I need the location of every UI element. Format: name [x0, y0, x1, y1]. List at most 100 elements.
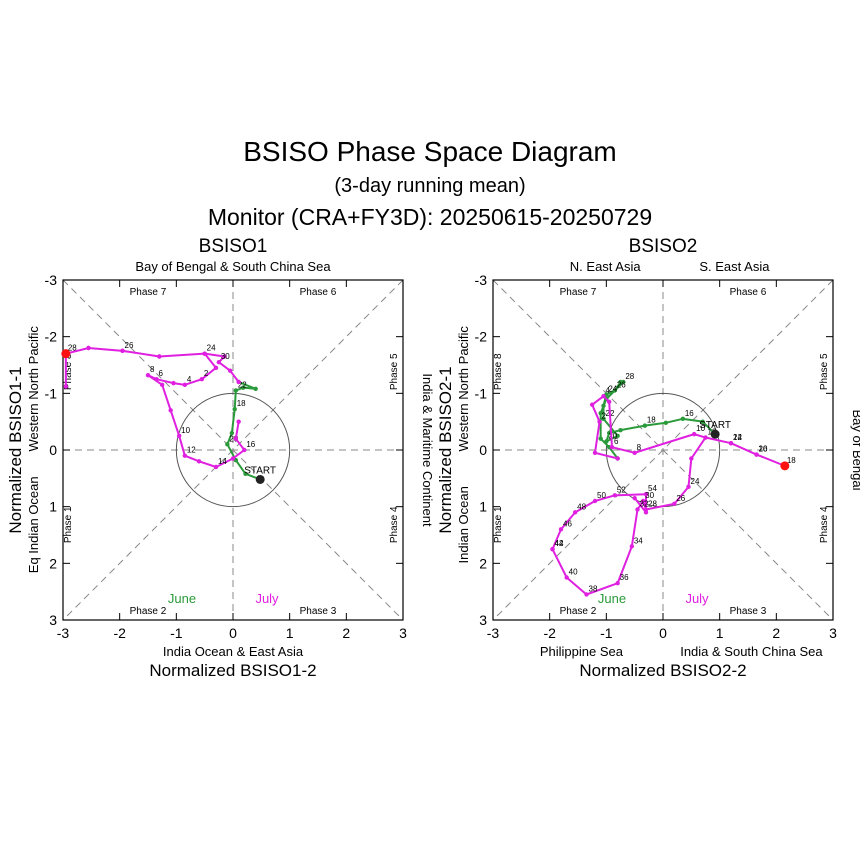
trajectory-point-july [629, 544, 635, 549]
trajectory-point-july [159, 382, 165, 388]
day-label: 28 [625, 372, 634, 381]
month-label-july: July [685, 591, 709, 606]
phase-8-label: Phase 8 [493, 353, 504, 390]
phase-8-label: Phase 8 [63, 353, 74, 390]
trajectory-point-july [120, 348, 125, 354]
trajectory-point-july [227, 368, 233, 373]
y-axis-title: Normalized BSISO2-1 [436, 366, 455, 533]
day-label: 52 [617, 485, 626, 494]
trajectory-point-july [632, 495, 637, 501]
day-label: 50 [597, 491, 606, 500]
day-label: 46 [563, 519, 572, 528]
day-label: 18 [647, 416, 656, 425]
day-label: 14 [733, 433, 742, 442]
trajectory-point-july [597, 419, 602, 424]
x-tick-label: -3 [57, 625, 70, 641]
trajectory-point-june [612, 388, 618, 393]
phase-1-label: Phase 1 [63, 506, 74, 543]
day-label: 8 [637, 443, 642, 452]
trajectory-point-june [241, 385, 246, 390]
x-tick-label: -2 [543, 625, 556, 641]
day-label: 38 [589, 585, 598, 594]
trajectory-point-june [680, 416, 686, 422]
trajectory-point-july [728, 441, 734, 446]
day-label: 20 [608, 432, 617, 441]
day-label: 2 [602, 412, 607, 421]
trajectory-point-june [601, 403, 606, 408]
region-label-right: India & Maritime Continent [420, 373, 435, 527]
trajectory-point-july [643, 510, 649, 515]
y-tick-label: 0 [479, 442, 487, 458]
trajectory-point-july [199, 376, 205, 382]
phase-6-label: Phase 6 [300, 287, 337, 298]
y-tick-label: -3 [475, 272, 488, 288]
y-tick-label: 2 [479, 555, 487, 571]
trajectory-point-july [236, 379, 241, 385]
trajectory-point-july [606, 399, 612, 405]
trajectory-july [64, 347, 246, 468]
month-label-july: July [255, 591, 279, 606]
day-label: 6 [614, 437, 619, 446]
trajectory-july [551, 395, 786, 596]
y-tick-label: 2 [49, 555, 57, 571]
y-tick-label: -1 [45, 385, 58, 401]
day-label: 12 [187, 446, 196, 455]
phase-4-label: Phase 4 [819, 506, 830, 543]
x-tick-label: 2 [342, 625, 350, 641]
trajectory-point-june [253, 386, 258, 391]
x-axis-title: Normalized BSISO2-2 [579, 661, 746, 680]
trajectory-point-july [572, 510, 578, 515]
x-tick-label: 0 [659, 625, 667, 641]
x-tick-label: -1 [600, 625, 613, 641]
month-label-june: June [168, 591, 196, 606]
trajectory-point-july [601, 393, 606, 399]
x-tick-label: -1 [170, 625, 183, 641]
region-label-bottom: Philippine Sea [540, 644, 624, 659]
region-label-left: Western North Pacific [26, 326, 41, 452]
trajectory-point-july [640, 498, 646, 504]
trajectory-point-june [225, 442, 230, 447]
day-label: 26 [676, 494, 685, 503]
day-label: 36 [620, 573, 629, 582]
trajectory-point-july [86, 345, 91, 351]
trajectory-point-june [229, 430, 235, 436]
y-tick-label: -1 [475, 385, 488, 401]
start-marker [255, 474, 265, 484]
trajectory-point-july [233, 436, 239, 441]
trajectory-point-july [171, 380, 176, 386]
trajectory-point-july [196, 459, 202, 464]
region-label-left: Western North Pacific [456, 326, 471, 452]
guide-diagonal [62, 279, 404, 621]
region-label-left: Eq Indian Ocean [26, 476, 41, 573]
end-marker [780, 461, 790, 471]
panel-title: BSISO1 [199, 236, 268, 257]
x-tick-label: 3 [829, 625, 837, 641]
y-tick-label: 1 [49, 499, 57, 515]
y-tick-label: 3 [479, 612, 487, 628]
day-label: 16 [759, 445, 768, 454]
trajectory-june [226, 381, 261, 481]
trajectory-point-july [564, 575, 569, 580]
phase-3-label: Phase 3 [730, 606, 767, 617]
trajectory-point-july [635, 507, 640, 512]
day-label: 8 [150, 365, 155, 374]
day-label: 28 [648, 500, 657, 509]
trajectory-point-july [609, 444, 615, 450]
day-label: 10 [696, 424, 705, 433]
day-label: 4 [187, 375, 192, 384]
day-label: 22 [238, 381, 247, 390]
end-marker [61, 349, 71, 359]
day-label: 10 [181, 426, 190, 435]
region-label-top: S. East Asia [699, 259, 770, 274]
trajectory-point-july [689, 456, 694, 461]
day-label: 44 [555, 539, 564, 548]
trajectory-point-june [598, 436, 603, 441]
trajectory-point-july [643, 492, 649, 497]
y-axis-title: Normalized BSISO1-1 [6, 366, 25, 533]
x-tick-label: -2 [113, 625, 126, 641]
phase-4-label: Phase 4 [389, 506, 400, 543]
day-label: 34 [634, 536, 643, 545]
x-tick-label: 0 [229, 625, 237, 641]
phase-3-label: Phase 3 [300, 606, 337, 617]
